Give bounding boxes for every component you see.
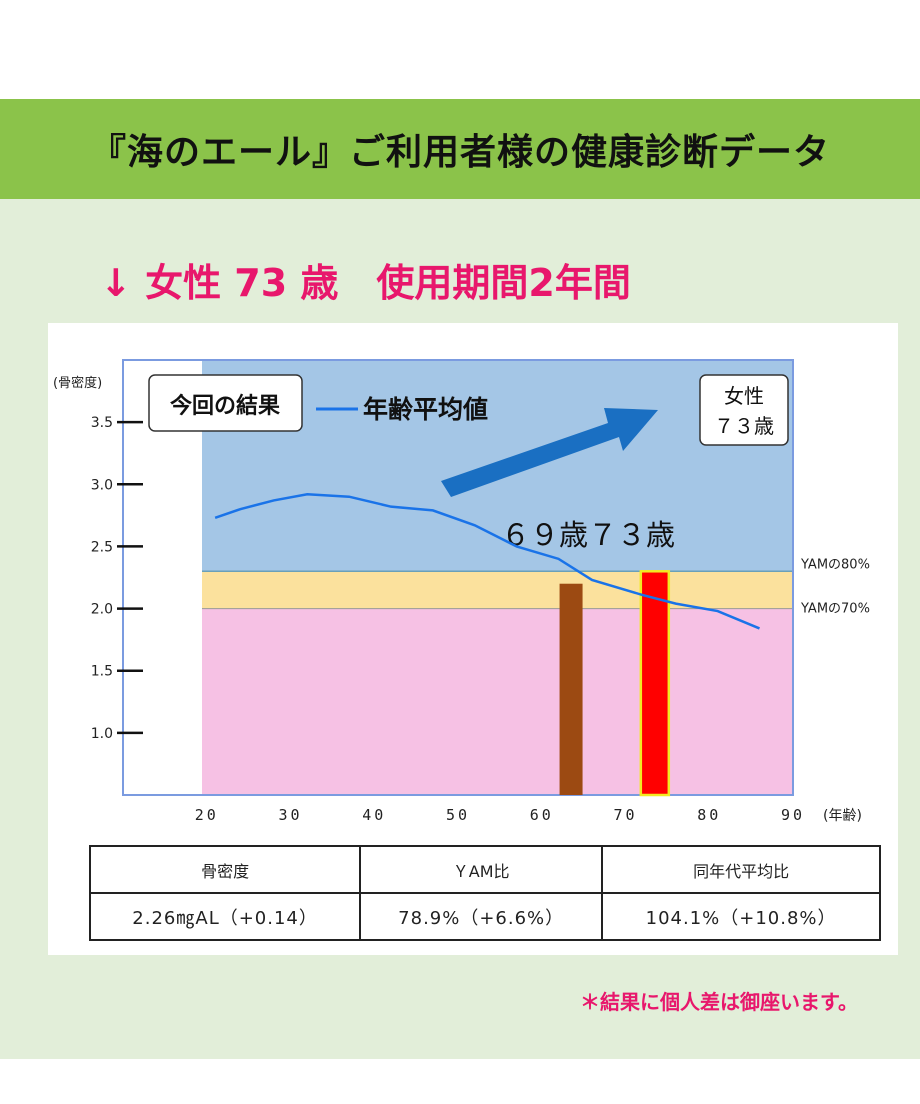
table-header-yam: ＹAM比 <box>359 845 604 894</box>
table-value-average: 104.1%（+10.8%） <box>601 892 881 941</box>
table-value-density: 2.26㎎AL（+0.14） <box>88 892 362 941</box>
chart-card: YAMの80% YAMの70% 1.0 1.5 2.0 2.5 3.0 3.5 (骨密度) 20 3… <box>48 323 898 955</box>
y-tick-label-1: 1.5 <box>91 664 113 680</box>
table-header-density: 骨密度 <box>88 845 362 894</box>
y-axis-label: (骨密度) <box>53 375 102 391</box>
patient-subtitle: ↓ 女性 73 歳 使用期間2年間 <box>100 261 631 305</box>
band-label-yam70: YAMの70% <box>800 602 870 617</box>
x-tick-label-5: 70 <box>613 806 637 824</box>
x-tick-label-2: 40 <box>362 806 386 824</box>
legend-label: 年齢平均値 <box>363 395 488 424</box>
page-title: 『海のエール』ご利用者様の健康診断データ <box>89 132 830 173</box>
x-tick-label-0: 20 <box>195 806 219 824</box>
info-box <box>699 374 789 446</box>
header-bar: 『海のエール』ご利用者様の健康診断データ <box>0 99 920 199</box>
x-tick-label-4: 60 <box>530 806 554 824</box>
result-box-label: 今回の結果 <box>170 393 280 419</box>
bar-labels: ６９歳７３歳 <box>501 518 675 552</box>
info-box-line-2: ７３歳 <box>714 414 774 438</box>
y-tick-label-3: 2.5 <box>91 539 113 555</box>
band-1 <box>202 571 793 609</box>
table-value-yam: 78.9%（+6.6%） <box>359 892 604 941</box>
bar-0 <box>559 583 583 795</box>
x-tick-label-7: 90 <box>781 806 805 824</box>
trend-arrow-icon <box>441 408 658 497</box>
result-box <box>148 374 303 432</box>
x-tick-label-1: 30 <box>278 806 302 824</box>
band-0 <box>202 608 793 795</box>
y-tick-label-0: 1.0 <box>91 726 113 742</box>
y-tick-label-5: 3.5 <box>91 415 113 431</box>
y-tick-label-4: 3.0 <box>91 477 113 493</box>
x-axis-label: (年齢) <box>823 808 862 824</box>
disclaimer-note: ＊結果に個人差は御座います。 <box>580 990 858 1014</box>
table-header-average: 同年代平均比 <box>601 845 881 894</box>
x-tick-label-6: 80 <box>697 806 721 824</box>
bar-1 <box>639 570 671 797</box>
series-line-average <box>214 492 760 630</box>
info-box-line-1: 女性 <box>724 384 764 408</box>
band-label-yam80: YAMの80% <box>800 557 870 572</box>
x-tick-label-3: 50 <box>446 806 470 824</box>
y-tick-label-2: 2.0 <box>91 602 113 618</box>
bone-density-chart: YAMの80% YAMの70% 1.0 1.5 2.0 2.5 3.0 3.5 (骨密度) 20 3… <box>53 359 870 824</box>
plot-frame <box>122 359 794 796</box>
result-table: 骨密度 ＹAM比 同年代平均比 2.26㎎AL（+0.14） 78.9%（+6.… <box>88 845 881 941</box>
